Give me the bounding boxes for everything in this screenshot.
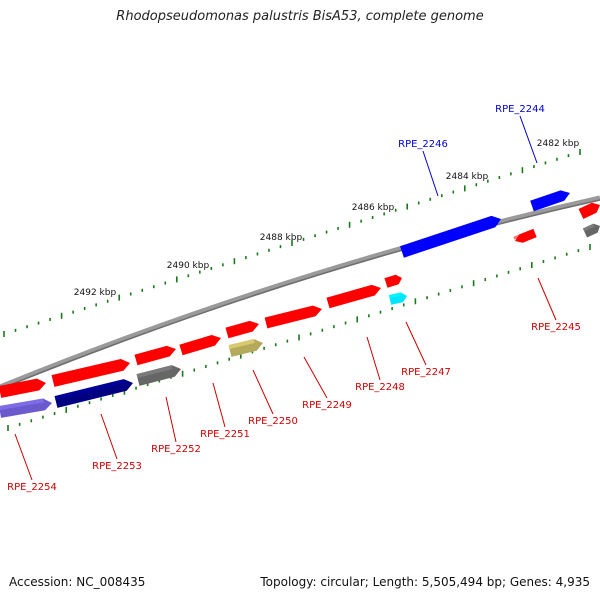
gene-label-text: RPE_2245: [531, 322, 581, 333]
gene-arrow: [225, 320, 259, 339]
gene-arrow-rpe_2253: [54, 379, 134, 408]
gene-arrow-rpe_2252: [136, 365, 181, 386]
gene-label-rpe_2249: RPE_2249: [302, 356, 352, 411]
gene-label-text: RPE_2249: [302, 400, 352, 411]
gene-arrow: [384, 274, 402, 288]
leader-line: [366, 336, 381, 381]
gene-label-text: RPE_2244: [495, 104, 545, 115]
gene-arrow-rpe_2254: [0, 398, 52, 418]
label-layer: 2482 kbp 2484 kbp 2486 kbp 2488 kbp 2490 kbp…: [7, 104, 581, 493]
gene-label-rpe_2252: RPE_2252: [151, 396, 201, 455]
gene-label-rpe_2251: RPE_2251: [200, 382, 250, 440]
tick-layer: [3, 149, 591, 431]
gene-label-text: RPE_2254: [7, 482, 57, 493]
gene-label-rpe_2254: RPE_2254: [7, 433, 57, 493]
topology-text: Topology: circular; Length: 5,505,494 bp…: [260, 575, 590, 589]
gene-arrow-rpe_2249: [264, 305, 322, 329]
gene-arrow: [0, 378, 46, 398]
leader-line: [100, 413, 118, 460]
gene-label-rpe_2244: RPE_2244: [495, 104, 545, 164]
leader-line: [14, 433, 33, 481]
leader-line: [212, 382, 226, 428]
genome-backbone: [0, 195, 600, 390]
gene-layer: [0, 190, 600, 418]
backbone-layer: [0, 195, 600, 390]
scale-label: 2488 kbp: [260, 233, 303, 243]
leader-line: [537, 277, 557, 321]
gene-arrow-rpe_2248: [326, 284, 381, 309]
gene-label-rpe_2247: RPE_2247: [401, 321, 451, 378]
genome-title: Rhodopseudomonas palustris BisA53, compl…: [116, 9, 484, 24]
gene-label-rpe_2245: RPE_2245: [531, 277, 581, 333]
gene-arrow-rpe_2246: [400, 215, 501, 258]
gene-label-text: RPE_2251: [200, 429, 250, 440]
gene-arrow-rpe_2251: [179, 335, 221, 356]
accession-text: Accession: NC_008435: [9, 575, 146, 589]
gene-arrow-rpe_2250: [228, 339, 263, 357]
scale-label: 2484 kbp: [446, 172, 489, 182]
gene-label-rpe_2253: RPE_2253: [92, 413, 142, 472]
gene-arrow-rpe_2244: [530, 190, 570, 212]
gene-label-text: RPE_2247: [401, 367, 451, 378]
genome-backbone-shade: [0, 199, 600, 390]
leader-line: [422, 150, 439, 197]
gene-arrow: [578, 202, 600, 219]
gene-arrow: [582, 223, 600, 238]
scale-label: 2490 kbp: [167, 261, 210, 271]
gene-label-text: RPE_2252: [151, 444, 201, 455]
gene-label-text: RPE_2246: [398, 139, 448, 150]
leader-line: [252, 369, 274, 415]
leader-line: [519, 115, 538, 164]
gene-arrow-rpe_2247: [388, 292, 407, 305]
scale-label: 2486 kbp: [352, 203, 395, 213]
gene-arrow: [51, 358, 130, 387]
gene-label-rpe_2246: RPE_2246: [398, 139, 448, 197]
gene-label-text: RPE_2253: [92, 461, 142, 472]
scale-label: 2492 kbp: [74, 288, 117, 298]
leader-line: [165, 396, 177, 443]
gene-arrow-rpe_2245: [513, 228, 537, 243]
gene-arrow: [134, 345, 176, 366]
gene-label-text: RPE_2248: [355, 382, 405, 393]
gene-label-text: RPE_2250: [248, 416, 298, 427]
scale-label: 2482 kbp: [537, 139, 580, 149]
gene-label-rpe_2248: RPE_2248: [355, 336, 405, 393]
gene-label-rpe_2250: RPE_2250: [248, 369, 298, 427]
leader-line: [303, 356, 328, 399]
leader-line: [405, 321, 427, 366]
